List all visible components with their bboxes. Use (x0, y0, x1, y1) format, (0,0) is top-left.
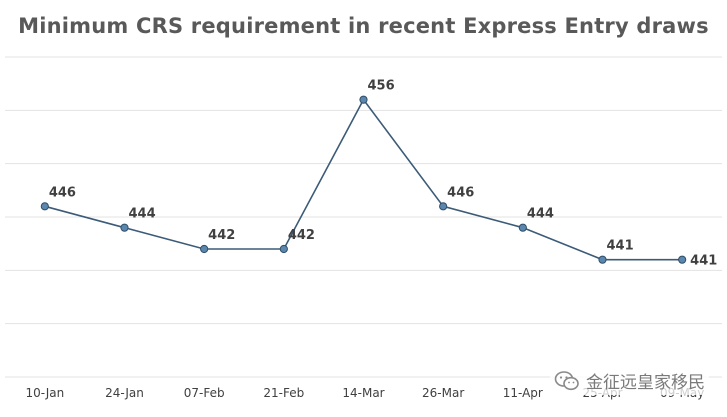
data-point (678, 255, 687, 264)
data-label: 446 (447, 185, 474, 200)
data-label: 446 (49, 185, 76, 200)
data-label: 444 (527, 207, 554, 222)
data-point (598, 255, 607, 264)
x-tick-label: 07-Feb (184, 386, 225, 400)
x-tick-label: 21-Feb (263, 386, 304, 400)
series-line (44, 98, 683, 261)
data-point (200, 244, 209, 254)
x-tick-label: 11-Apr (503, 386, 543, 400)
x-tick-label: 26-Mar (422, 386, 464, 400)
data-label: 442 (288, 228, 315, 243)
chart-title: Minimum CRS requirement in recent Expres… (18, 14, 709, 38)
data-point (439, 202, 448, 211)
data-point (359, 95, 368, 104)
data-label: 442 (208, 228, 235, 243)
data-label: 441 (607, 239, 634, 254)
data-point (40, 202, 49, 211)
data-label: 444 (129, 207, 156, 222)
grid-lines (5, 56, 722, 378)
wechat-icon (554, 370, 579, 390)
data-label: 456 (368, 79, 395, 94)
watermark-text: 金征远皇家移民 (586, 373, 705, 393)
x-tick-label: 10-Jan (25, 386, 64, 400)
data-labels: 446 444 442 442 456 446 444 441 441 (49, 79, 717, 269)
data-point (120, 223, 129, 232)
x-tick-label: 24-Jan (105, 386, 144, 400)
data-label: 441 (690, 254, 717, 269)
data-point (279, 244, 288, 254)
watermark: 金征远皇家移民 (550, 366, 709, 395)
x-tick-label: 14-Mar (342, 386, 384, 400)
data-point (518, 223, 527, 232)
series-layer (40, 95, 687, 264)
